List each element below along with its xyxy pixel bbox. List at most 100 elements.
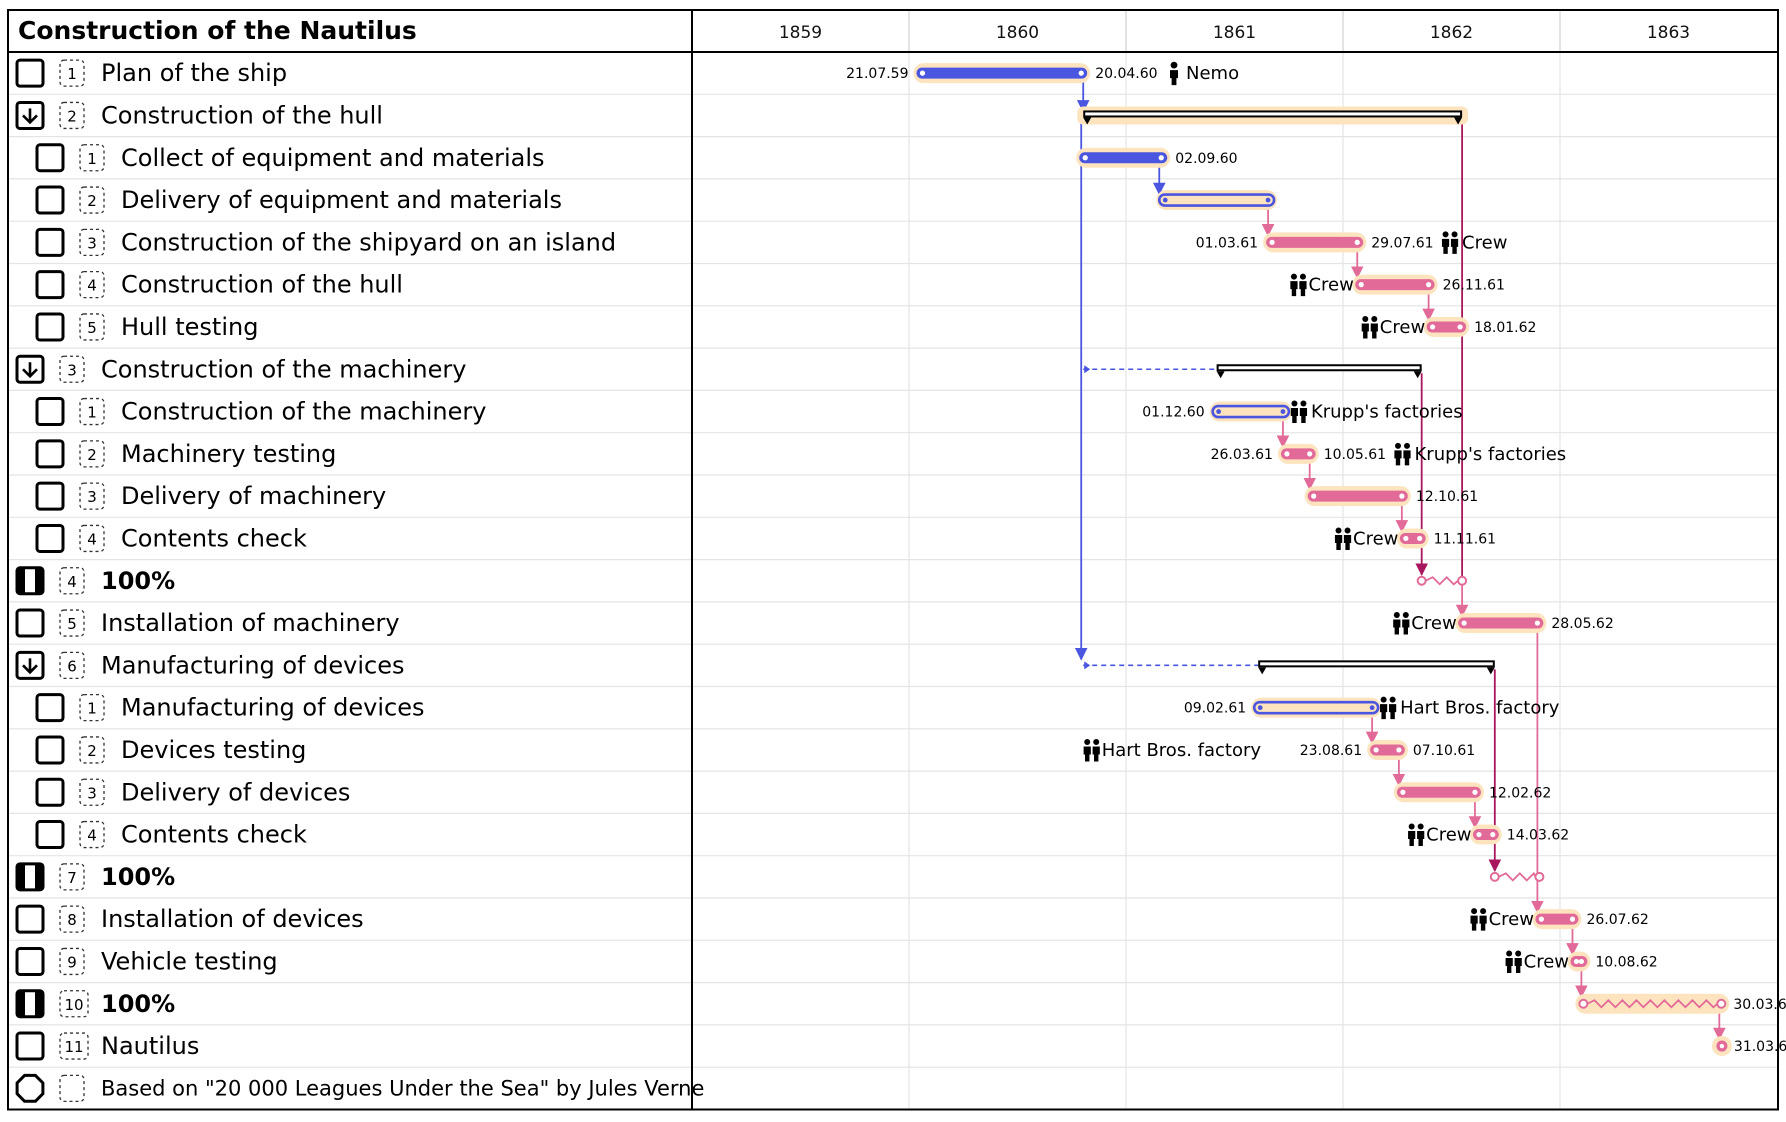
row-label: Installation of machinery: [101, 609, 400, 637]
resource-label: Crew: [1411, 613, 1456, 634]
checkbox-icon: [35, 397, 65, 427]
task-bar: [1209, 401, 1292, 422]
checkbox-icon: [35, 820, 65, 850]
row-number-box: [59, 1032, 89, 1060]
row-label: Vehicle testing: [101, 947, 278, 975]
row-label: Construction of the hull: [101, 101, 383, 129]
milestone-center: [1719, 1043, 1725, 1049]
row-label: Delivery of machinery: [121, 482, 386, 510]
resource-label: Nemo: [1186, 63, 1239, 84]
bar-start-dot: [1257, 705, 1263, 711]
checkbox-icon: [35, 777, 65, 807]
task-bar: [1532, 909, 1582, 930]
wait-end: [1534, 871, 1545, 882]
summary-bar: [1077, 106, 1469, 125]
task-bar: [913, 63, 1091, 84]
start-date-label: 23.08.61: [1300, 743, 1362, 759]
wait-bar: [1489, 871, 1545, 882]
row-number: 2: [87, 192, 97, 210]
bar-body: [1252, 700, 1380, 715]
bar-start-dot: [1311, 493, 1317, 499]
group-icon: [1408, 823, 1425, 847]
task-bar: [1251, 697, 1382, 718]
row-number: 4: [87, 827, 97, 845]
row-number: 5: [67, 615, 77, 633]
wait-bar: [1575, 993, 1730, 1014]
task-bar: [1263, 232, 1367, 253]
wait-zigzag: [1498, 871, 1537, 882]
task-bar: [1367, 739, 1408, 760]
end-date-label: 20.04.60: [1095, 66, 1157, 82]
bar-end-dot: [1569, 916, 1576, 922]
task-bar: [1469, 824, 1502, 845]
end-date-label: 10.08.62: [1595, 954, 1657, 970]
checkbox-icon: [35, 439, 65, 469]
row-label: Plan of the ship: [101, 59, 287, 87]
checkbox-icon: [35, 735, 65, 765]
bar-start-dot: [919, 70, 926, 76]
row-number: 2: [87, 742, 97, 760]
resource-label: Crew: [1308, 275, 1353, 296]
bar-end-dot: [1578, 958, 1584, 965]
group-icon: [1394, 442, 1411, 466]
checkbox-icon: [15, 904, 45, 934]
bar-start-dot: [1284, 451, 1290, 457]
task-bar: [1396, 528, 1429, 549]
row-number-box: [79, 820, 105, 849]
bar-body: [1399, 532, 1426, 544]
row-number: 5: [87, 319, 97, 337]
row-number: 11: [64, 1038, 83, 1056]
year-tick-label: 1861: [1213, 23, 1256, 43]
row-number: 4: [87, 277, 97, 295]
task-bar: [1156, 190, 1278, 211]
group-icon: [1441, 231, 1459, 254]
milestone-box-icon: [15, 989, 45, 1019]
row-label: 100%: [101, 567, 175, 595]
end-date-label: 12.02.62: [1489, 785, 1551, 801]
checkbox-icon: [35, 143, 65, 173]
collapse-toggle-icon: [15, 650, 45, 680]
summary-bar: [1258, 660, 1495, 675]
end-date-label: 28.05.62: [1551, 616, 1613, 632]
row-number-box: [79, 270, 105, 299]
end-date-label: 02.09.60: [1175, 151, 1237, 167]
bar-body: [1458, 617, 1544, 629]
row-number: 9: [67, 953, 77, 971]
row-label: Construction of the shipyard on an islan…: [121, 228, 616, 256]
bar-start-dot: [1400, 789, 1406, 795]
year-tick-label: 1859: [779, 23, 822, 43]
chart-title: Construction of the Nautilus: [18, 16, 417, 45]
collapse-toggle-icon: [15, 100, 45, 130]
row-label: Machinery testing: [121, 440, 336, 468]
end-date-label: 31.03.63: [1734, 1039, 1786, 1055]
start-date-label: 01.12.60: [1142, 405, 1204, 421]
bar-body: [1535, 913, 1579, 925]
summary-inner: [1218, 366, 1420, 370]
row-number: 3: [87, 234, 97, 252]
bar-start-dot: [1216, 409, 1222, 414]
task-bar: [1277, 443, 1319, 464]
bar-start-dot: [1358, 282, 1364, 288]
row-label: Contents check: [121, 821, 307, 849]
row-number: 2: [87, 446, 97, 464]
end-date-label: 12.10.61: [1416, 489, 1478, 505]
row-number: 3: [67, 361, 77, 379]
group-icon: [1290, 400, 1308, 424]
row-number: 4: [87, 530, 97, 548]
octagon-icon: [15, 1073, 45, 1103]
start-date-label: 26.03.61: [1211, 447, 1273, 463]
row-number-box: [79, 313, 105, 341]
group-icon: [1290, 273, 1307, 297]
bar-start-dot: [1429, 324, 1436, 330]
row-label: Construction of the machinery: [121, 398, 486, 426]
bar-body: [1079, 152, 1168, 164]
bar-start-dot: [1403, 535, 1409, 542]
row-number: 1: [67, 65, 77, 83]
bar-start-dot: [1269, 239, 1275, 245]
wait-bar: [1416, 575, 1468, 586]
row-number-box: [59, 905, 85, 933]
task-bar: [1304, 486, 1411, 507]
end-date-label: 07.10.61: [1413, 743, 1475, 759]
collapse-toggle-icon: [15, 354, 45, 384]
